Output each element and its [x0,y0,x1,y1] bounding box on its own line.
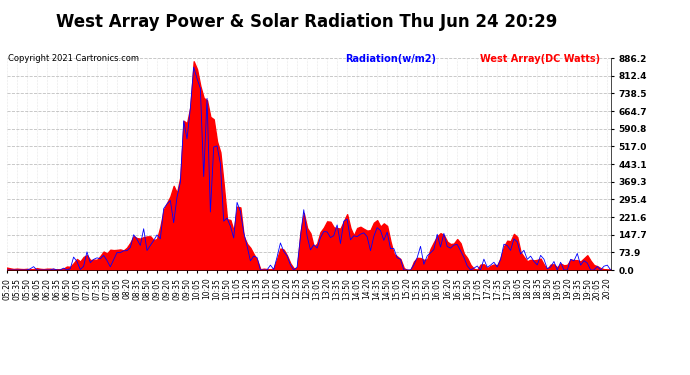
Text: Copyright 2021 Cartronics.com: Copyright 2021 Cartronics.com [8,54,139,63]
Text: West Array(DC Watts): West Array(DC Watts) [480,54,600,64]
Text: Radiation(w/m2): Radiation(w/m2) [345,54,436,64]
Text: West Array Power & Solar Radiation Thu Jun 24 20:29: West Array Power & Solar Radiation Thu J… [57,13,558,31]
